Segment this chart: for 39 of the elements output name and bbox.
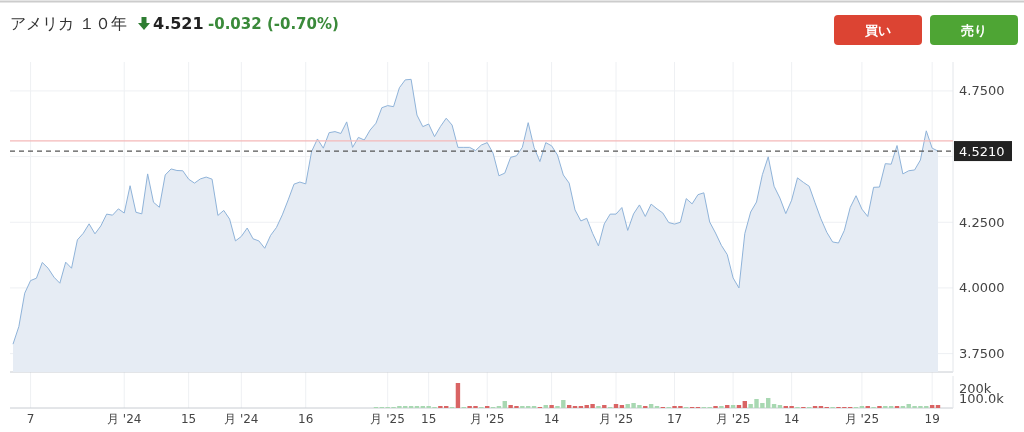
y-tick-label: 3.7500 bbox=[959, 346, 1005, 362]
bar bbox=[736, 405, 742, 408]
bar bbox=[929, 405, 935, 408]
x-tick-label: 7 bbox=[26, 412, 35, 426]
x-tick-label: 14 bbox=[543, 412, 560, 426]
x-tick-label: 月 '25 bbox=[844, 412, 880, 426]
y-tick-label: 4.2500 bbox=[959, 214, 1005, 230]
y-tick-label: 4.7500 bbox=[959, 83, 1005, 99]
button: 買い bbox=[834, 15, 922, 45]
text: 4.521 bbox=[153, 14, 204, 33]
bar bbox=[502, 401, 507, 408]
x-tick-label: 月 '25 bbox=[470, 412, 505, 426]
x-tick-label: 月 '25 bbox=[715, 412, 751, 426]
x-tick-label: 月 '25 bbox=[598, 412, 634, 426]
bar bbox=[777, 405, 783, 408]
x-tick-label: 月 '24 bbox=[224, 412, 259, 426]
bar bbox=[602, 405, 607, 408]
x-tick-label: 15 bbox=[180, 412, 197, 426]
bar bbox=[742, 401, 747, 408]
x-tick-label: 月 '25 bbox=[370, 412, 405, 426]
x-tick-label: 17 bbox=[666, 412, 683, 426]
x-tick-label: 月 '24 bbox=[107, 412, 142, 426]
x-tick-label: 15 bbox=[421, 412, 437, 426]
bar bbox=[730, 405, 736, 408]
bar bbox=[566, 405, 572, 408]
y-tick-label: 4.0000 bbox=[959, 280, 1005, 296]
bar bbox=[455, 383, 461, 408]
bar bbox=[619, 405, 625, 408]
ref-line-label: 4.5210 bbox=[959, 143, 1005, 159]
button: 売り bbox=[930, 15, 1018, 45]
x-tick-label: 19 bbox=[924, 412, 940, 426]
chart-title: アメリカ １０年 bbox=[10, 14, 128, 33]
x-tick-label: 14 bbox=[784, 412, 800, 426]
bar bbox=[725, 405, 730, 408]
x-tick-label: 16 bbox=[298, 412, 314, 426]
text: -0.032 (-0.70%) bbox=[208, 15, 339, 33]
bar bbox=[935, 405, 941, 408]
bar bbox=[543, 405, 548, 408]
bar bbox=[549, 405, 554, 408]
